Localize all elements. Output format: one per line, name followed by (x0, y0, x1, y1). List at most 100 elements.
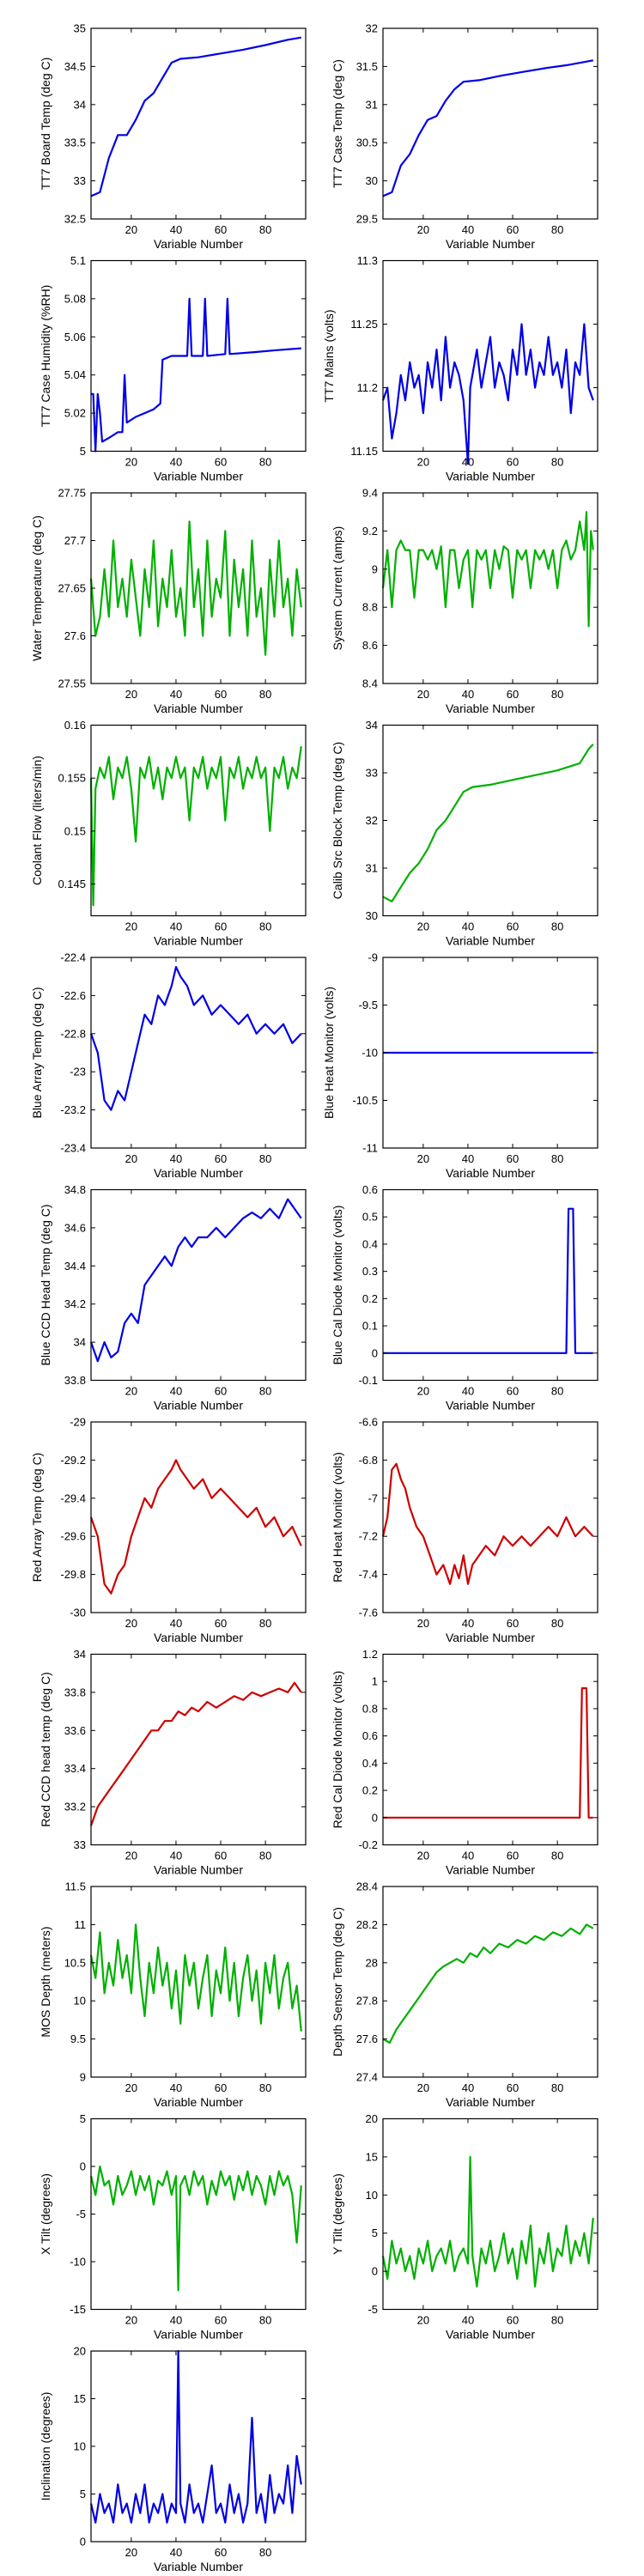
y-tick-label: 15 (366, 2150, 378, 2163)
y-tick-label: 20 (74, 2345, 86, 2358)
x-tick-label: 40 (462, 1617, 474, 1630)
axes-box (382, 1188, 598, 1382)
x-tick-label: 60 (507, 223, 519, 236)
y-tick-label: 33.8 (64, 1374, 86, 1387)
series-line (382, 1923, 594, 2044)
y-tick-label: 10 (74, 1995, 86, 2008)
y-tick-label: 27.7 (64, 534, 86, 547)
x-tick-label: 20 (125, 223, 137, 236)
y-tick-label: 33 (74, 1838, 86, 1851)
y-tick-label: 34 (74, 1648, 86, 1661)
x-tick-label: 20 (417, 920, 429, 933)
x-axis-label: Variable Number (154, 1166, 243, 1180)
y-tick-label: -29 (70, 1416, 86, 1429)
y-tick-label: 0 (80, 2160, 86, 2173)
y-tick-label: 35 (74, 22, 86, 35)
x-tick-label: 40 (170, 1385, 182, 1398)
x-tick-label: 80 (551, 456, 563, 469)
series-line (381, 511, 594, 628)
y-tick-label: 27.6 (64, 629, 86, 642)
x-tick-label: 60 (215, 223, 227, 236)
y-tick-label: -5 (368, 2303, 378, 2316)
x-tick-label: 40 (170, 223, 182, 236)
axes-box (382, 1886, 598, 2078)
y-tick-label: 0.4 (362, 1237, 378, 1250)
y-tick-label: 34.2 (64, 1297, 86, 1310)
axes-box (90, 27, 307, 220)
y-tick-label: 0.3 (362, 1265, 378, 1278)
x-tick-label: 60 (215, 1152, 227, 1165)
axes-box (382, 2117, 598, 2311)
series-line (89, 1459, 302, 1595)
axes-box (382, 492, 598, 684)
y-axis-label: Red Heat Monitor (volts) (331, 1452, 344, 1583)
x-tick-label: 60 (507, 2081, 519, 2094)
x-tick-label: 60 (215, 2081, 227, 2094)
x-tick-label: 80 (259, 1385, 271, 1398)
x-tick-label: 60 (507, 688, 519, 701)
y-tick-label: 27.65 (58, 582, 86, 595)
x-tick-label: 20 (125, 920, 137, 933)
y-tick-label: 34.6 (64, 1221, 86, 1234)
y-tick-label: 32 (366, 814, 378, 827)
x-tick-label: 40 (462, 1152, 474, 1165)
y-tick-label: 0.6 (362, 1183, 378, 1196)
x-tick-label: 60 (215, 1617, 227, 1630)
y-tick-label: 27.8 (356, 1995, 378, 2008)
axes-box (382, 27, 598, 220)
y-tick-label: 33 (74, 174, 86, 187)
y-tick-label: 11.3 (357, 254, 378, 267)
x-tick-label: 20 (125, 1617, 137, 1630)
y-tick-label: 31.5 (356, 60, 378, 73)
y-tick-label: -6.6 (359, 1416, 378, 1429)
y-tick-label: 0 (80, 2536, 86, 2549)
y-tick-label: 11.5 (65, 1880, 86, 1893)
y-tick-label: 33 (366, 767, 378, 780)
y-tick-label: -22.6 (60, 989, 86, 1002)
y-tick-label: 8.8 (362, 601, 378, 614)
x-tick-label: 80 (259, 2314, 271, 2327)
y-tick-label: -9 (368, 951, 378, 964)
chart-panel-14: 20 40 60 80 -7.6 -7.4 -7.2 -7 -6.8 -6.6 Variable N… (331, 1416, 598, 1644)
y-tick-label: -7.4 (359, 1568, 378, 1581)
x-axis-label: Variable Number (154, 470, 243, 483)
x-tick-label: 40 (462, 223, 474, 236)
series-line (89, 1681, 302, 1826)
x-tick-label: 20 (125, 688, 137, 701)
x-tick-label: 20 (125, 2546, 137, 2559)
series-line (383, 1207, 593, 1354)
y-tick-label: -10 (70, 2256, 86, 2269)
x-axis-label: Variable Number (154, 2560, 243, 2573)
y-tick-label: 5.02 (64, 407, 86, 420)
x-tick-label: 60 (507, 2314, 519, 2327)
y-tick-label: 15 (74, 2392, 86, 2405)
y-tick-label: 32.5 (64, 213, 86, 226)
y-tick-label: -10.5 (352, 1094, 378, 1107)
y-tick-label: 0.145 (58, 878, 86, 890)
x-axis-label: Variable Number (154, 702, 243, 715)
axes-box (382, 1653, 598, 1846)
x-axis-label: Variable Number (446, 237, 535, 251)
y-tick-label: -29.6 (60, 1530, 86, 1543)
y-tick-label: 10.5 (64, 1956, 86, 1969)
x-axis-label: Variable Number (154, 237, 243, 251)
y-tick-label: 20 (366, 2112, 378, 2125)
y-tick-label: -9.5 (359, 999, 378, 1012)
x-tick-label: 80 (551, 1617, 563, 1630)
y-tick-label: -7.2 (359, 1530, 378, 1543)
chart-panel-3: 20 40 60 80 5 5.02 5.04 5.06 5.08 5.1 Variable Num… (39, 254, 307, 483)
y-tick-label: -10 (361, 1047, 378, 1060)
x-tick-label: 20 (417, 223, 429, 236)
series-line (382, 743, 594, 902)
x-axis-label: Variable Number (446, 1166, 535, 1180)
x-tick-label: 60 (507, 1850, 519, 1862)
y-tick-label: 11 (75, 1918, 87, 1931)
chart-panel-5: 20 40 60 80 27.55 27.6 27.65 27.7 27.75 Variable … (30, 487, 307, 715)
chart-panel-10: 20 40 60 80 -11 -10.5 -10 -9.5 -9 Variable Number… (322, 951, 598, 1180)
axes-box (90, 1421, 307, 1613)
x-axis-label: Variable Number (446, 470, 535, 483)
y-tick-label: 0.2 (362, 1784, 378, 1797)
y-tick-label: -23 (70, 1066, 86, 1078)
x-tick-label: 80 (551, 920, 563, 933)
